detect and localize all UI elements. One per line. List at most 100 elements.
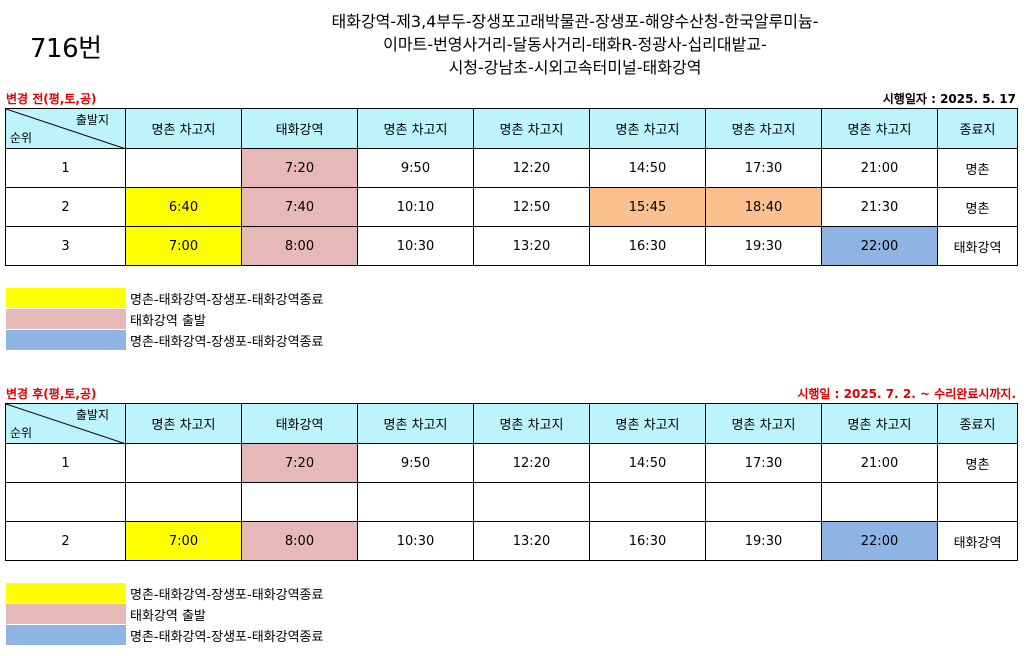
route-line-2: 이마트-번영사거리-달동사거리-태화R-정광사-십리대밭교- (383, 35, 767, 54)
time-cell (125, 482, 242, 522)
time-cell: 18:40 (705, 187, 822, 227)
corner-origin-label: 출발지 (75, 113, 109, 127)
column-header: 명촌 차고지 (705, 403, 822, 444)
time-cell: 7:40 (241, 187, 358, 227)
time-cell (125, 148, 242, 188)
route-description: 태화강역-제3,4부두-장생포고래박물관-장생포-해양수산청-한국알루미늄- 이… (250, 10, 900, 79)
legend-swatch (6, 288, 126, 308)
terminus-cell: 명촌 (937, 187, 1018, 227)
legend-item: 태화강역 출발 (6, 604, 206, 624)
rank-cell (5, 482, 126, 522)
time-cell (357, 482, 474, 522)
time-cell: 14:50 (589, 443, 706, 483)
legend-swatch (6, 330, 126, 350)
rank-cell: 1 (5, 443, 126, 483)
corner-cell: 출발지 순위 (5, 403, 126, 444)
legend-item: 명촌-태화강역-장생포-태화강역종료 (6, 330, 323, 350)
table-row: 1 7:20 9:50 12:20 14:50 17:30 21:00 명촌 (5, 148, 1018, 188)
before-timetable: 출발지 순위 명촌 차고지 태화강역 명촌 차고지 명촌 차고지 명촌 차고지 명촌 차고지 명… (5, 108, 1018, 266)
column-header: 종료지 (937, 403, 1018, 444)
header-row: 출발지 순위 명촌 차고지 태화강역 명촌 차고지 명촌 차고지 명촌 차고지 명촌 차고지 명… (5, 108, 1018, 149)
legend-label: 명촌-태화강역-장생포-태화강역종료 (130, 292, 324, 308)
legend-item: 태화강역 출발 (6, 309, 206, 329)
time-cell: 21:00 (821, 148, 938, 188)
before-date: 시행일자 : 2025. 5. 17 (882, 92, 1016, 106)
time-cell: 7:00 (125, 521, 242, 561)
time-cell: 15:45 (589, 187, 706, 227)
time-cell: 10:30 (357, 226, 474, 266)
time-cell (241, 482, 358, 522)
time-cell (705, 482, 822, 522)
legend-label: 명촌-태화강역-장생포-태화강역종료 (130, 629, 324, 645)
rank-cell: 2 (5, 521, 126, 561)
route-line-3: 시청-강남초-시외고속터미널-태화강역 (448, 58, 702, 77)
column-header: 명촌 차고지 (473, 403, 590, 444)
column-header: 태화강역 (241, 108, 358, 149)
rank-cell: 3 (5, 226, 126, 266)
after-timetable: 출발지 순위 명촌 차고지 태화강역 명촌 차고지 명촌 차고지 명촌 차고지 명촌 차고지 명… (5, 403, 1018, 561)
terminus-cell: 명촌 (937, 148, 1018, 188)
time-cell: 21:30 (821, 187, 938, 227)
time-cell: 22:00 (821, 226, 938, 266)
time-cell: 22:00 (821, 521, 938, 561)
corner-origin-label: 출발지 (75, 408, 109, 422)
time-cell: 9:50 (357, 148, 474, 188)
column-header: 태화강역 (241, 403, 358, 444)
time-cell: 13:20 (473, 226, 590, 266)
column-header: 명촌 차고지 (357, 403, 474, 444)
route-line-1: 태화강역-제3,4부두-장생포고래박물관-장생포-해양수산청-한국알루미늄- (331, 12, 819, 31)
legend-swatch (6, 625, 126, 645)
column-header: 명촌 차고지 (821, 108, 938, 149)
rank-cell: 2 (5, 187, 126, 227)
terminus-cell (937, 482, 1018, 522)
time-cell: 12:50 (473, 187, 590, 227)
time-cell: 21:00 (821, 443, 938, 483)
table-row: 1 7:20 9:50 12:20 14:50 17:30 21:00 명촌 (5, 443, 1018, 483)
time-cell: 12:20 (473, 443, 590, 483)
terminus-cell: 태화강역 (937, 521, 1018, 561)
time-cell: 9:50 (357, 443, 474, 483)
table-row: 2 6:40 7:40 10:10 12:50 15:45 18:40 21:30 명촌 (5, 187, 1018, 227)
column-header: 명촌 차고지 (125, 403, 242, 444)
legend-label: 명촌-태화강역-장생포-태화강역종료 (130, 334, 324, 350)
time-cell: 16:30 (589, 226, 706, 266)
table-row (5, 482, 1018, 522)
time-cell: 17:30 (705, 443, 822, 483)
legend-label: 태화강역 출발 (130, 313, 206, 329)
rank-cell: 1 (5, 148, 126, 188)
column-header: 종료지 (937, 108, 1018, 149)
column-header: 명촌 차고지 (589, 108, 706, 149)
column-header: 명촌 차고지 (705, 108, 822, 149)
legend-item: 명촌-태화강역-장생포-태화강역종료 (6, 583, 323, 603)
corner-rank-label: 순위 (10, 131, 33, 145)
diagonal-line (6, 404, 124, 443)
table-row: 3 7:00 8:00 10:30 13:20 16:30 19:30 22:00 태화강역 (5, 226, 1018, 266)
column-header: 명촌 차고지 (125, 108, 242, 149)
route-number: 716번 (30, 34, 102, 64)
time-cell: 14:50 (589, 148, 706, 188)
column-header: 명촌 차고지 (473, 108, 590, 149)
table-row: 2 7:00 8:00 10:30 13:20 16:30 19:30 22:00 태화강역 (5, 521, 1018, 561)
time-cell: 17:30 (705, 148, 822, 188)
time-cell: 19:30 (705, 226, 822, 266)
time-cell (589, 482, 706, 522)
time-cell (125, 443, 242, 483)
time-cell: 13:20 (473, 521, 590, 561)
terminus-cell: 태화강역 (937, 226, 1018, 266)
after-date: 시행일 : 2025. 7. 2. ~ 수리완료시까지. (797, 387, 1016, 401)
time-cell: 8:00 (241, 226, 358, 266)
legend-swatch (6, 583, 126, 603)
time-cell: 12:20 (473, 148, 590, 188)
time-cell: 19:30 (705, 521, 822, 561)
time-cell: 7:20 (241, 443, 358, 483)
column-header: 명촌 차고지 (357, 108, 474, 149)
time-cell: 7:00 (125, 226, 242, 266)
column-header: 명촌 차고지 (589, 403, 706, 444)
time-cell (821, 482, 938, 522)
legend-swatch (6, 604, 126, 624)
time-cell: 7:20 (241, 148, 358, 188)
after-title: 변경 후(평,토,공) (6, 387, 97, 401)
header-row: 출발지 순위 명촌 차고지 태화강역 명촌 차고지 명촌 차고지 명촌 차고지 명촌 차고지 명… (5, 403, 1018, 444)
diagonal-line (6, 109, 124, 148)
